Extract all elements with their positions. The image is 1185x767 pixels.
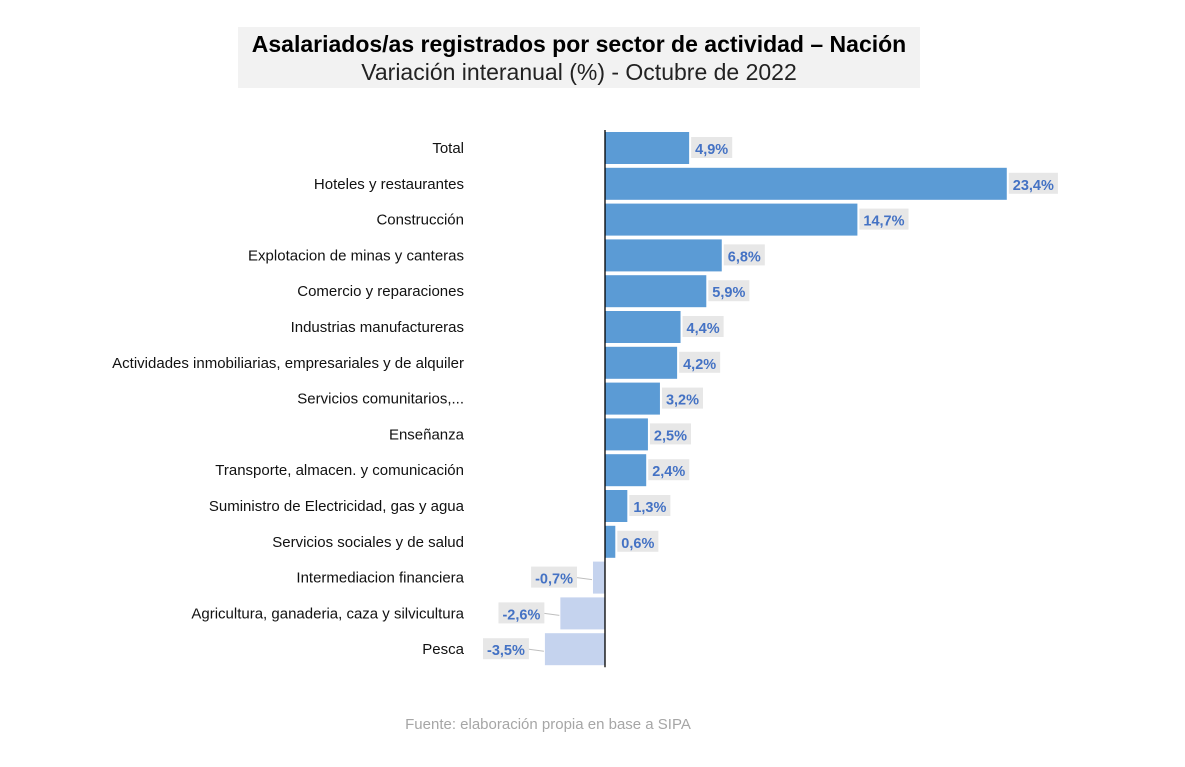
category-label-4: Comercio y reparaciones: [297, 283, 464, 300]
value-label-bg-4: [708, 280, 750, 302]
value-label-group-5: 4,4%: [682, 316, 724, 337]
bar-7: [605, 382, 660, 415]
value-label-bg-14: [483, 638, 529, 660]
value-label-0: 4,9%: [695, 142, 728, 158]
chart-subtitle: Variación interanual (%) - Octubre de 20…: [361, 59, 797, 85]
value-label-3: 6,8%: [728, 249, 761, 265]
category-label-2: Construcción: [376, 212, 464, 229]
value-label-bg-13: [498, 602, 545, 624]
bar-4: [605, 275, 707, 308]
value-label-2: 14,7%: [863, 214, 904, 230]
value-label-9: 2,4%: [652, 464, 685, 480]
value-label-bg-3: [723, 244, 765, 266]
value-label-bg-10: [629, 495, 671, 516]
value-label-group-14: -3,5%: [483, 638, 529, 660]
bar-2: [605, 203, 858, 236]
bar-0: [605, 132, 690, 164]
bar-10: [605, 490, 628, 522]
value-label-group-11: 0,6%: [617, 530, 659, 552]
bar-1: [605, 167, 1007, 200]
category-label-9: Transporte, almacen. y comunicación: [215, 462, 464, 479]
value-label-8: 2,5%: [654, 428, 687, 444]
value-label-13: -2,6%: [502, 607, 540, 623]
value-label-group-4: 5,9%: [708, 280, 750, 302]
value-label-group-13: -2,6%: [498, 602, 545, 624]
value-label-group-3: 6,8%: [723, 244, 765, 266]
category-label-12: Intermediacion financiera: [296, 570, 464, 587]
value-label-group-12: -0,7%: [531, 566, 577, 588]
value-label-group-0: 4,9%: [691, 137, 733, 158]
bar-5: [605, 311, 681, 343]
category-label-11: Servicios sociales y de salud: [272, 534, 464, 551]
bar-13: [560, 597, 605, 630]
value-label-group-2: 14,7%: [859, 208, 909, 230]
category-label-13: Agricultura, ganaderia, caza y silvicult…: [191, 605, 464, 622]
value-label-10: 1,3%: [633, 500, 666, 516]
value-label-14: -3,5%: [487, 643, 525, 659]
leader-line-13: [544, 612, 560, 616]
value-label-bg-0: [691, 137, 733, 158]
category-label-10: Suministro de Electricidad, gas y agua: [209, 498, 465, 515]
value-label-7: 3,2%: [666, 393, 699, 409]
value-label-4: 5,9%: [712, 285, 745, 301]
value-label-bg-6: [679, 351, 721, 373]
value-label-bg-7: [661, 387, 704, 409]
value-label-6: 4,2%: [683, 357, 716, 373]
value-label-group-10: 1,3%: [629, 495, 671, 516]
category-label-7: Servicios comunitarios,...: [297, 391, 464, 408]
value-label-bg-11: [617, 530, 659, 552]
title-box: Asalariados/as registrados por sector de…: [238, 27, 920, 88]
bar-3: [605, 239, 722, 272]
category-label-1: Hoteles y restaurantes: [314, 176, 464, 193]
bar-9: [605, 454, 647, 487]
category-label-8: Enseñanza: [389, 426, 465, 443]
category-label-3: Explotacion de minas y canteras: [248, 247, 464, 264]
value-label-11: 0,6%: [621, 536, 654, 552]
leader-line-12: [576, 577, 593, 581]
leader-line-14: [528, 648, 544, 652]
category-label-14: Pesca: [422, 641, 464, 658]
value-label-bg-2: [859, 208, 909, 230]
value-label-bg-12: [531, 566, 577, 588]
value-label-bg-8: [649, 423, 691, 445]
value-label-group-8: 2,5%: [649, 423, 691, 445]
category-label-5: Industrias manufactureras: [291, 319, 464, 336]
value-label-bg-9: [648, 459, 690, 481]
chart-title: Asalariados/as registrados por sector de…: [251, 31, 907, 57]
bar-12: [592, 561, 605, 594]
bar-6: [605, 346, 678, 379]
category-label-0: Total: [432, 140, 464, 157]
value-label-12: -0,7%: [535, 572, 573, 588]
value-label-group-1: 23,4%: [1008, 172, 1058, 194]
bar-8: [605, 418, 648, 451]
source-note: Fuente: elaboración propia en base a SIP…: [405, 716, 691, 733]
bar-14: [544, 633, 605, 666]
value-label-1: 23,4%: [1013, 178, 1054, 194]
value-label-group-9: 2,4%: [648, 459, 690, 481]
value-label-group-6: 4,2%: [679, 351, 721, 373]
value-label-bg-5: [682, 316, 724, 337]
value-label-bg-1: [1008, 172, 1058, 194]
category-label-6: Actividades inmobiliarias, empresariales…: [112, 355, 464, 372]
value-label-group-7: 3,2%: [661, 387, 704, 409]
value-label-5: 4,4%: [687, 321, 720, 337]
bar-11: [605, 525, 616, 558]
